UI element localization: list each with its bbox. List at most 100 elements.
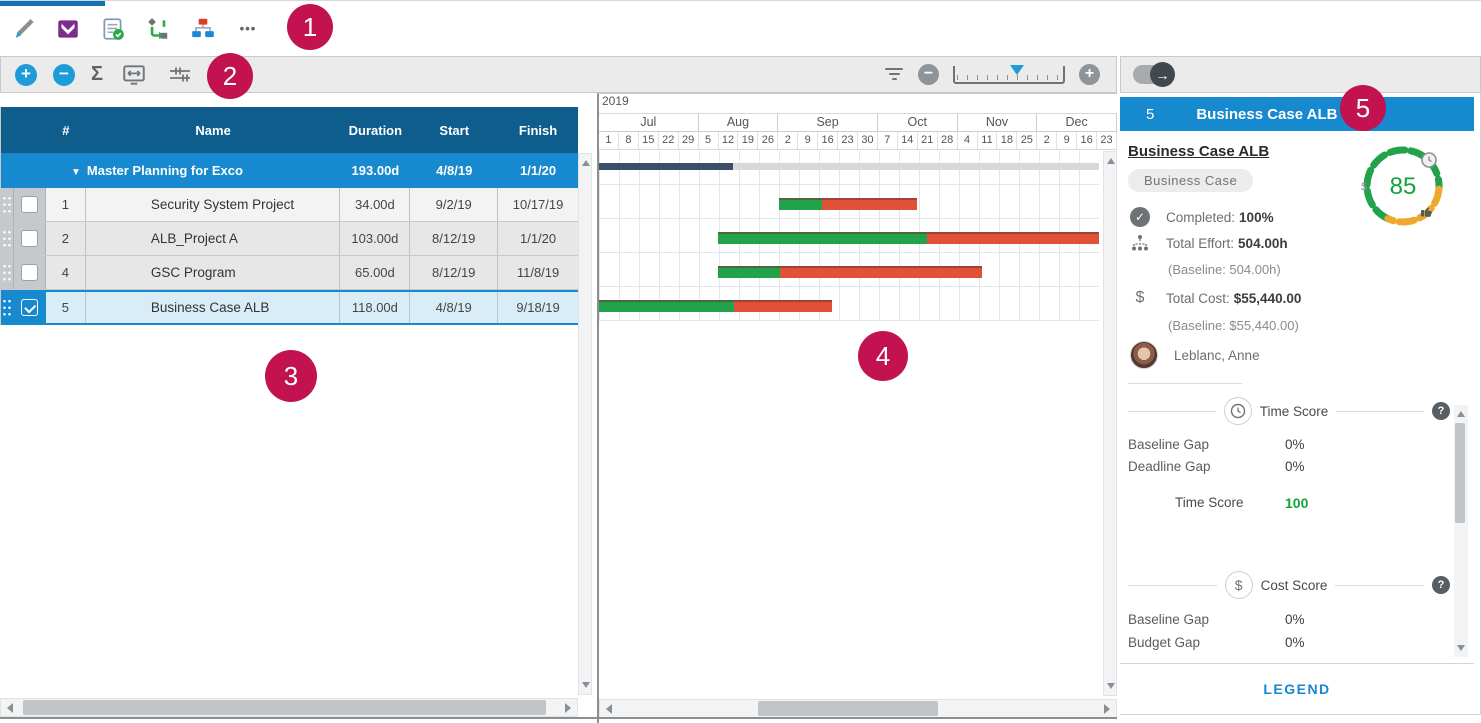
gantt-horizontal-scrollbar[interactable] xyxy=(599,699,1117,718)
scroll-up-icon[interactable] xyxy=(582,160,590,166)
summary-duration: 193.00d xyxy=(351,163,400,178)
task-table: # Name Duration Start Finish ▼ Master Pla… xyxy=(0,107,578,325)
table-row-selected[interactable]: 5 Business Case ALB 118.00d 4/8/19 9/18/… xyxy=(1,290,578,325)
window-bottom-edge xyxy=(0,717,1117,719)
scroll-left-icon[interactable] xyxy=(7,703,13,713)
table-row[interactable]: 4 GSC Program 65.00d 8/12/19 11/8/19 xyxy=(1,256,578,290)
task-type-tag: Business Case xyxy=(1128,169,1254,192)
time-score-help-icon[interactable]: ? xyxy=(1432,402,1451,420)
row-drag-handle[interactable] xyxy=(1,188,14,221)
gantt-month-aug: Aug xyxy=(699,114,779,131)
legend-button[interactable]: LEGEND xyxy=(1263,681,1331,697)
table-row[interactable]: 2 ALB_Project A 103.00d 8/12/19 1/1/20 xyxy=(1,222,578,256)
scroll-up-icon[interactable] xyxy=(1457,411,1465,417)
gantt-bar-segment xyxy=(733,163,1099,170)
gantt-week-label: 11 xyxy=(978,132,998,149)
scroll-thumb[interactable] xyxy=(758,701,938,716)
row-checkbox[interactable] xyxy=(20,196,38,213)
sequence-icon[interactable] xyxy=(143,14,173,44)
scroll-down-icon[interactable] xyxy=(1457,645,1465,651)
scroll-right-icon[interactable] xyxy=(1104,704,1110,714)
scroll-down-icon[interactable] xyxy=(1107,683,1115,689)
callout-badge-1: 1 xyxy=(287,4,333,50)
gantt-week-label: 29 xyxy=(679,132,699,149)
summary-finish: 1/1/20 xyxy=(520,163,557,178)
row-checkbox-cell xyxy=(13,188,46,221)
gantt-week-label: 2 xyxy=(1037,132,1058,149)
table-vertical-scrollbar[interactable] xyxy=(578,153,592,695)
columns-settings-icon[interactable] xyxy=(165,60,195,90)
cost-score-help-icon[interactable]: ? xyxy=(1432,576,1450,594)
table-row[interactable]: 1 Security System Project 34.00d 9/2/19 … xyxy=(1,188,578,222)
gantt-bar-task[interactable] xyxy=(599,232,1099,244)
baseline-gap-label: Baseline Gap xyxy=(1128,437,1210,452)
gantt-week-label: 23 xyxy=(838,132,858,149)
more-icon[interactable]: ••• xyxy=(233,14,263,44)
zoom-in-icon[interactable]: + xyxy=(1079,64,1100,85)
column-header-start[interactable]: Start xyxy=(439,122,470,138)
scroll-thumb[interactable] xyxy=(23,700,546,715)
edit-pencil-icon[interactable] xyxy=(8,14,38,44)
row-drag-handle[interactable] xyxy=(1,292,14,323)
gantt-bar-task[interactable] xyxy=(599,300,1099,312)
gantt-week-label: 9 xyxy=(798,132,819,149)
gantt-vertical-scrollbar[interactable] xyxy=(1103,151,1117,696)
scroll-thumb[interactable] xyxy=(1455,423,1465,523)
row-checkbox[interactable] xyxy=(20,299,38,316)
callout-badge-4: 4 xyxy=(858,331,908,381)
zoom-slider-thumb[interactable] xyxy=(1010,64,1024,75)
org-chart-icon[interactable] xyxy=(188,14,218,44)
scroll-down-icon[interactable] xyxy=(582,682,590,688)
scroll-right-icon[interactable] xyxy=(565,703,571,713)
time-score-clock-icon xyxy=(1223,397,1252,425)
collapse-icon[interactable]: ▼ xyxy=(71,167,81,178)
row-drag-handle[interactable] xyxy=(1,222,14,255)
total-effort-row: Total Effort: 504.00h xyxy=(1130,233,1288,253)
summary-row[interactable]: ▼ Master Planning for Exco 193.00d 4/8/19… xyxy=(1,153,578,188)
gantt-bar-summary[interactable] xyxy=(599,163,1099,170)
gantt-bar-segment xyxy=(718,232,927,244)
column-header-duration[interactable]: Duration xyxy=(348,122,403,138)
row-checkbox[interactable] xyxy=(20,230,38,247)
total-cost-value: $55,440.00 xyxy=(1233,290,1302,306)
active-tab-indicator xyxy=(0,1,105,6)
deadline-gap-row: Deadline Gap 0% xyxy=(1128,459,1428,474)
add-icon[interactable]: + xyxy=(15,63,37,86)
table-horizontal-scrollbar[interactable] xyxy=(0,698,578,717)
scroll-up-icon[interactable] xyxy=(1107,158,1115,164)
task-title-link[interactable]: Business Case ALB xyxy=(1128,143,1270,160)
zoom-slider-ticks xyxy=(957,74,1061,80)
column-header-finish[interactable]: Finish xyxy=(518,122,558,138)
fit-screen-icon[interactable] xyxy=(119,60,149,90)
gantt-month-sep: Sep xyxy=(778,114,878,131)
cost-dollar-icon: $ xyxy=(1135,289,1145,306)
scroll-left-icon[interactable] xyxy=(606,704,612,714)
zoom-slider[interactable] xyxy=(953,64,1065,84)
gantt-bar-segment xyxy=(734,300,832,312)
filter-icon[interactable] xyxy=(884,67,904,82)
row-drag-handle[interactable] xyxy=(1,256,14,289)
callout-badge-3: 3 xyxy=(265,350,317,402)
gantt-bar-task[interactable] xyxy=(599,198,1099,210)
time-score-title: Time Score xyxy=(1259,403,1329,419)
baseline-gap-row: Baseline Gap 0% xyxy=(1128,437,1428,452)
gantt-week-label: 25 xyxy=(1017,132,1038,149)
column-header-name[interactable]: Name xyxy=(195,122,231,138)
gantt-week-label: 18 xyxy=(997,132,1018,149)
details-vertical-scrollbar[interactable] xyxy=(1454,405,1468,657)
gantt-bar-task[interactable] xyxy=(599,266,1099,278)
sum-icon[interactable]: Σ xyxy=(91,63,104,85)
cost-baseline-gap-label: Baseline Gap xyxy=(1128,612,1210,627)
row-start: 9/2/19 xyxy=(410,188,499,221)
zoom-out-icon[interactable]: − xyxy=(918,64,939,85)
effort-icon xyxy=(1132,235,1148,251)
details-panel-toggle[interactable]: → xyxy=(1133,62,1175,87)
row-checkbox[interactable] xyxy=(20,264,38,281)
gantt-weeks-row: 1 8 15 22 29 5 12 19 26 2 9 16 23 30 7 14 21 28 4 11 18 25 2 9 1… xyxy=(599,132,1117,150)
row-name: ALB_Project A xyxy=(85,222,341,255)
remove-icon[interactable]: − xyxy=(53,63,75,86)
task-table-panel: # Name Duration Start Finish ▼ Master Pla… xyxy=(0,93,592,723)
column-header-num[interactable]: # xyxy=(62,122,70,138)
board-icon[interactable] xyxy=(53,14,83,44)
task-check-icon[interactable] xyxy=(98,14,128,44)
